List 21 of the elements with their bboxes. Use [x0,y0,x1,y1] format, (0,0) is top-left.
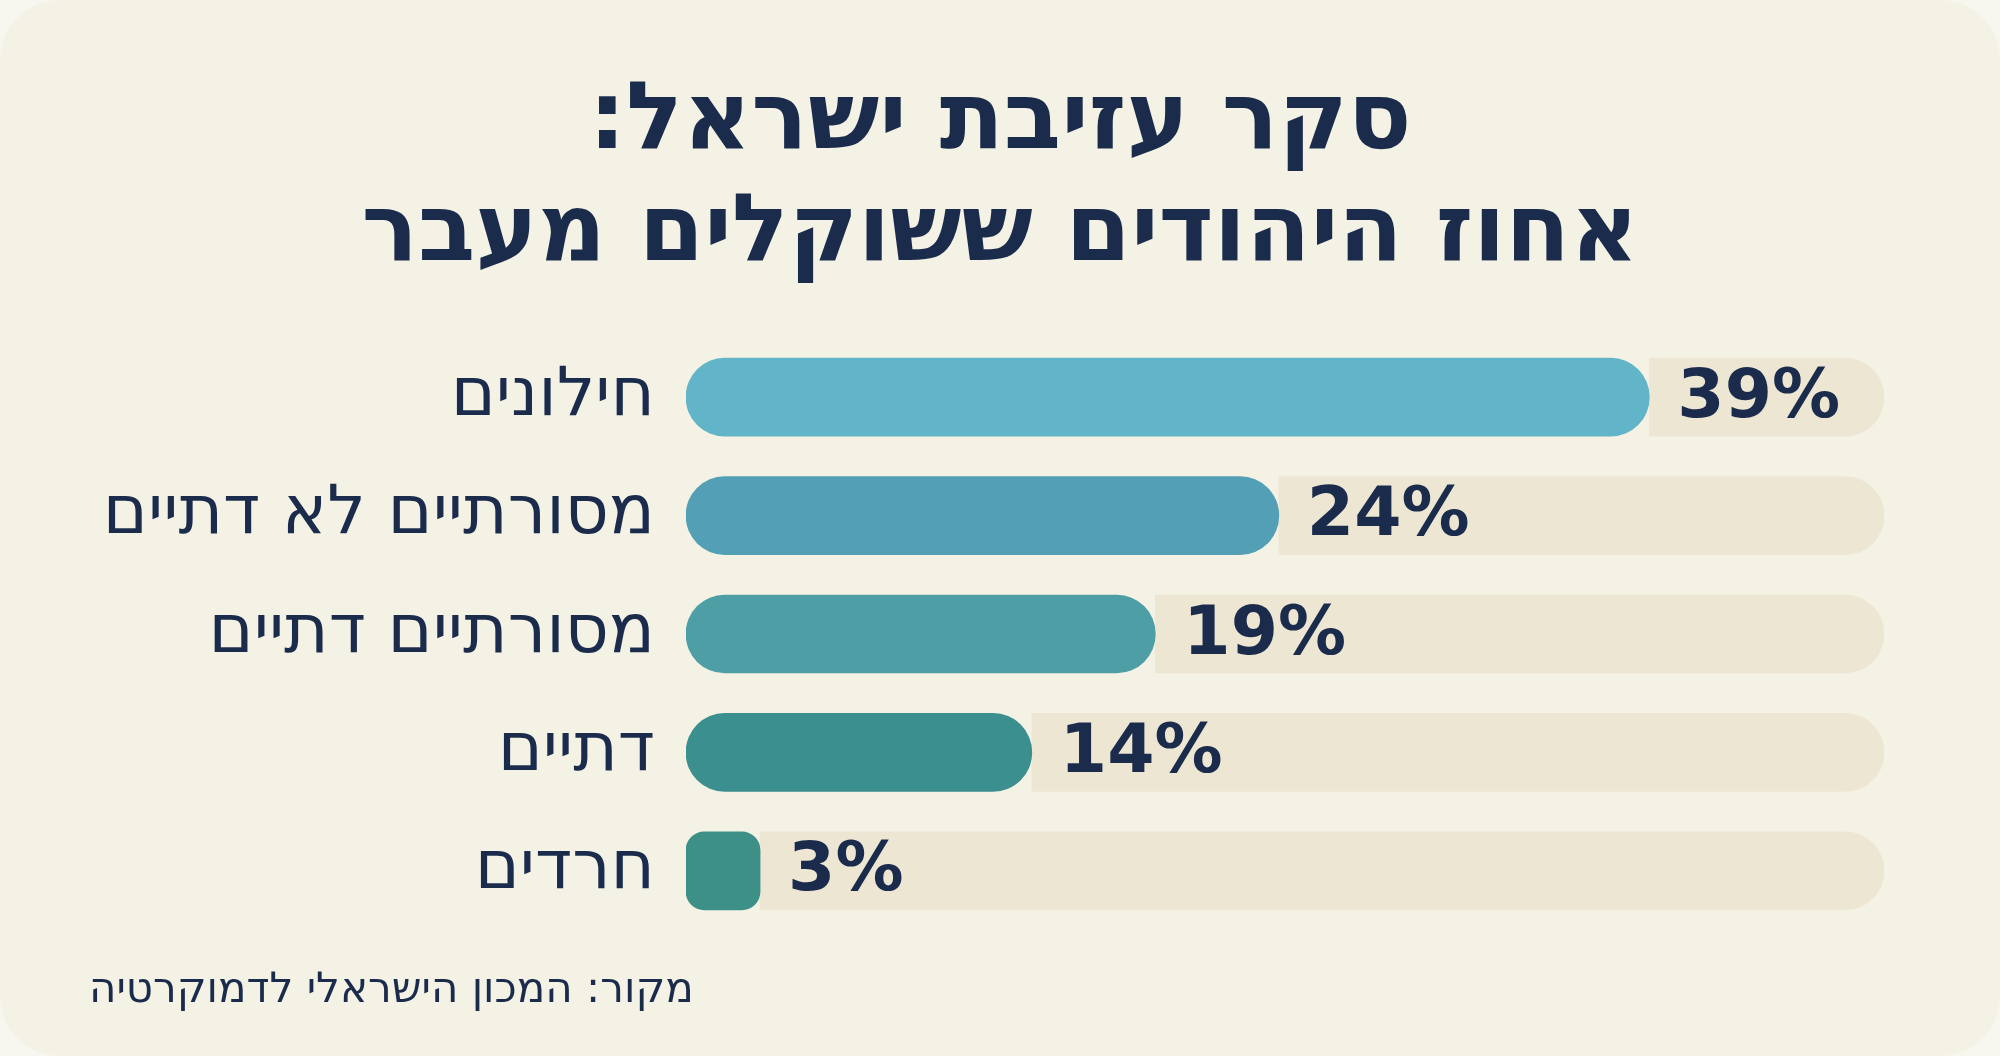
bar [686,713,1033,792]
bar [686,594,1156,674]
bar [686,831,761,911]
bar [1031,713,1884,792]
data-label: 24% [1306,472,1470,552]
bar [686,476,1280,555]
y-tick-label: מסורתיים דתיים [208,588,655,668]
chart-title: סקר עזיבת ישראל: אחוז היהודים ששוקלים מעבר [360,60,1640,284]
bar [686,357,1650,437]
text: מקור: המכון הישראלי לדמוקרטיה [89,962,694,1014]
bar [1278,476,1884,555]
bar [759,831,1884,911]
data-label: 39% [1677,353,1841,433]
data-label: 19% [1183,590,1347,670]
data-label: 14% [1059,709,1223,789]
y-tick-label: מסורתיים לא דתיים [102,470,655,550]
bar [1154,594,1884,674]
y-tick-label: דתיים [497,707,655,787]
data-label: 3% [788,827,904,907]
y-tick-label: חרדים [474,825,655,905]
y-tick-label: חילונים [450,351,655,431]
